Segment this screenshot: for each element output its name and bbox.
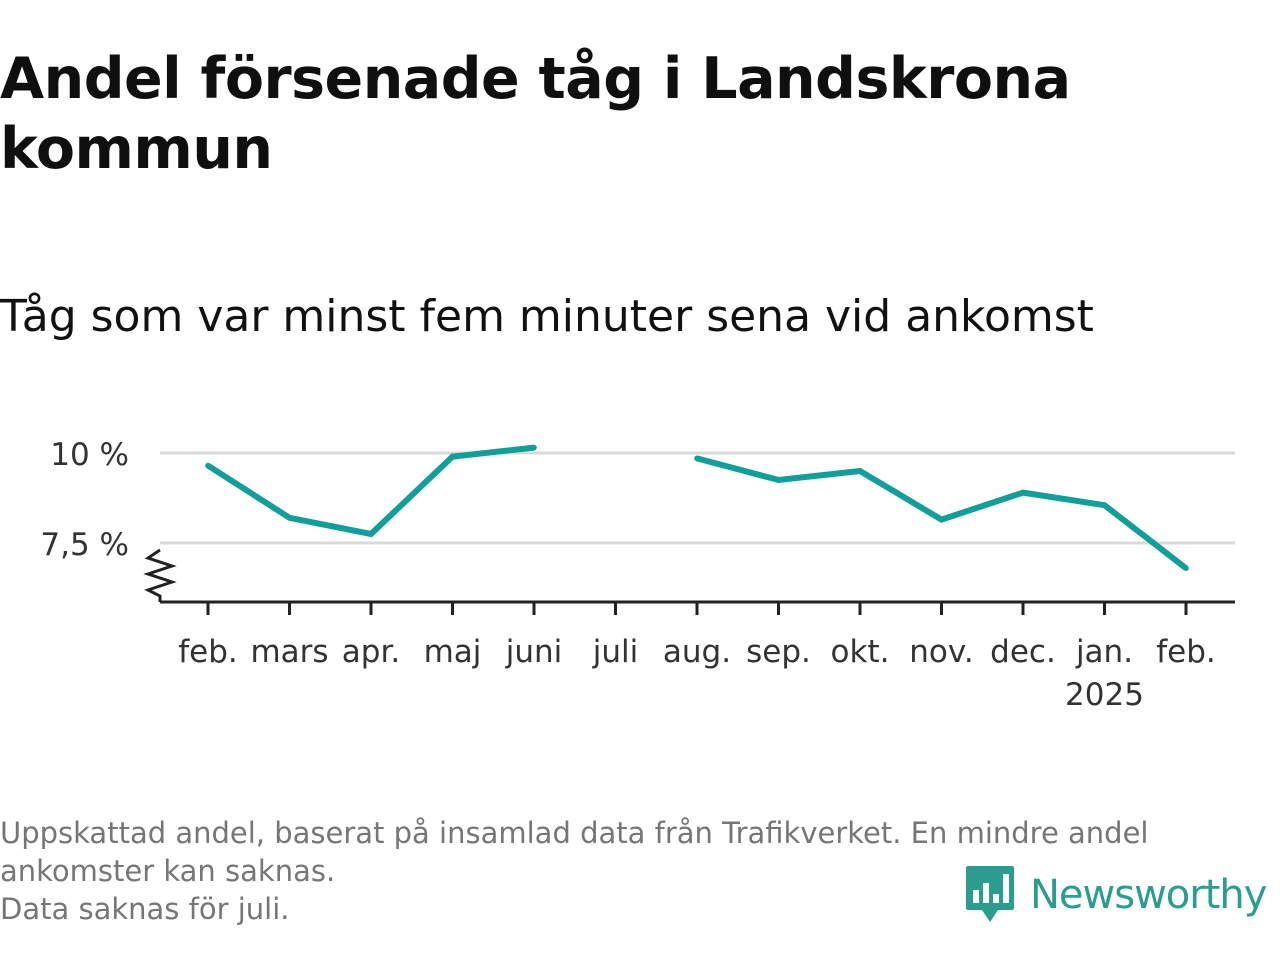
data-point bbox=[449, 453, 456, 460]
x-tick-label: nov. bbox=[909, 634, 973, 670]
series-line-segment bbox=[696, 455, 1188, 571]
x-tick-labels: feb. mars apr. maj juni juli aug. sep. okt. nov. d… bbox=[178, 634, 1216, 713]
chart-title: Andel försenade tåg i Landskrona kommun bbox=[0, 46, 1071, 182]
footnote-line-3: Data saknas för juli. bbox=[0, 892, 290, 926]
y-tick-labels: 7,5 % 10 % bbox=[40, 437, 129, 563]
data-point bbox=[775, 477, 782, 483]
x-year-label: 2025 bbox=[1065, 677, 1144, 713]
x-tick-label: aug. bbox=[663, 634, 731, 670]
x-tick-label: apr. bbox=[342, 634, 400, 670]
x-tick-label: mars bbox=[250, 634, 328, 670]
y-tick-label: 7,5 % bbox=[40, 527, 129, 563]
x-tick-label: sep. bbox=[746, 634, 811, 670]
data-point bbox=[531, 444, 537, 451]
x-axis bbox=[143, 548, 1235, 615]
x-tick-label: dec. bbox=[990, 634, 1056, 670]
brand-name: Newsworthy bbox=[1030, 872, 1267, 918]
series-line-segment bbox=[206, 444, 535, 538]
x-tick-label: feb. bbox=[178, 634, 238, 670]
x-tick-label: okt. bbox=[831, 634, 890, 670]
chart-subtitle: Tåg som var minst fem minuter sena vid a… bbox=[0, 291, 1094, 342]
grid-lines bbox=[160, 451, 1235, 545]
data-point bbox=[694, 455, 700, 462]
data-point bbox=[938, 516, 945, 523]
data-series bbox=[205, 444, 1189, 571]
x-tick-label: feb. bbox=[1156, 634, 1216, 670]
data-point bbox=[1183, 565, 1189, 571]
footnote: Uppskattad andel, baserat på insamlad da… bbox=[0, 814, 1265, 928]
x-tick-label: maj bbox=[424, 634, 482, 670]
data-point bbox=[1020, 489, 1026, 496]
brand-logo: Newsworthy bbox=[964, 862, 1267, 928]
footnote-line-1: Uppskattad andel, baserat på insamlad da… bbox=[0, 816, 1149, 850]
newsworthy-logo-icon bbox=[966, 866, 1014, 922]
data-point bbox=[286, 515, 293, 521]
y-tick-label: 10 % bbox=[50, 437, 129, 473]
data-point bbox=[205, 462, 211, 469]
x-tick-label: juli bbox=[592, 634, 639, 670]
footnote-line-2: ankomster kan saknas. bbox=[0, 854, 336, 888]
data-point bbox=[368, 531, 374, 537]
x-tick-label: jan. bbox=[1075, 634, 1133, 670]
data-point bbox=[857, 468, 863, 474]
x-tick-label: juni bbox=[505, 634, 563, 670]
data-point bbox=[1101, 502, 1108, 509]
axis-break-symbol bbox=[143, 548, 177, 602]
